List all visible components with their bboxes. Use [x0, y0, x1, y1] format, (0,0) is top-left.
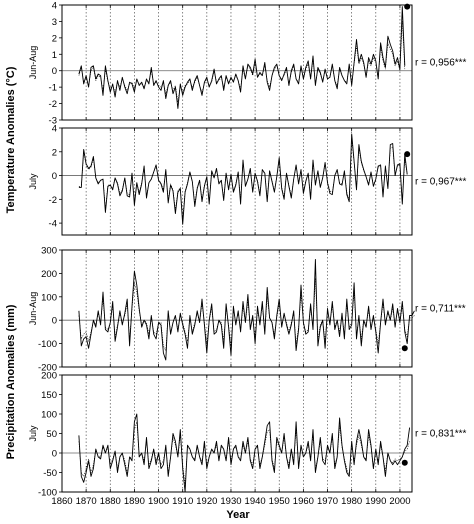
plot-frame — [61, 127, 413, 236]
chart-panel-1: -3 -2 -1 0 1 2 3 4 Jun-Aug r = 0,956*** — [28, 1, 467, 127]
y-tick-label: -2 — [49, 195, 57, 206]
reconstructed-series-line — [78, 21, 406, 103]
observed-series-line — [78, 6, 406, 109]
chart-panel-3: -200 -100 0 100 200 300 Jun-Aug r = 0,711*** — [28, 246, 466, 374]
temperature-ylabel: Temperature Anomalies (°C) — [5, 66, 17, 213]
correlation-label: r = 0,711*** — [415, 304, 466, 315]
y-tick-label: -50 — [43, 468, 57, 479]
highlight-point-2003 — [404, 151, 411, 158]
x-tick-label: 1890 — [124, 496, 145, 507]
x-tick-label: 1860 — [51, 496, 72, 507]
y-tick-label: -3 — [49, 116, 57, 127]
y-tick-label: 300 — [41, 246, 57, 257]
correlation-label: r = 0,967*** — [415, 177, 467, 188]
highlight-point-2003 — [401, 345, 408, 352]
y-tick-label: 3 — [52, 17, 57, 28]
y-tick-label: -200 — [38, 363, 57, 374]
y-tick-label: 50 — [46, 429, 57, 440]
observed-series-line — [78, 133, 408, 225]
y-tick-label: 2 — [52, 147, 57, 158]
plot-frame — [61, 4, 413, 121]
x-tick-label: 1940 — [245, 496, 266, 507]
y-tick-label: -2 — [49, 99, 57, 110]
y-tick-label: 0 — [52, 316, 57, 327]
panel-label: July — [28, 173, 38, 190]
y-tick-label: 4 — [52, 124, 57, 135]
x-axis-label: Year — [226, 509, 250, 521]
x-tick-label: 1930 — [220, 496, 241, 507]
x-tick-label: 1960 — [293, 496, 314, 507]
y-tick-label: 100 — [41, 410, 57, 421]
chart-panel-2: -4 -2 0 2 4 July r = 0,967*** — [28, 124, 467, 236]
y-tick-label: -4 — [49, 219, 57, 230]
correlation-label: r = 0,831*** — [415, 429, 467, 440]
x-tick-label: 1880 — [100, 496, 121, 507]
x-tick-label: 1900 — [148, 496, 169, 507]
panel-label: Jun-Aug — [28, 292, 38, 326]
reconstructed-series-line — [78, 421, 410, 485]
y-tick-label: -1 — [49, 83, 57, 94]
y-tick-label: 150 — [41, 390, 57, 401]
y-tick-label: 1 — [52, 50, 57, 61]
correlation-label: r = 0,956*** — [415, 58, 467, 69]
y-tick-label: 0 — [52, 171, 57, 182]
plot-frame — [61, 249, 413, 368]
y-tick-label: 4 — [52, 1, 57, 12]
observed-series-line — [78, 258, 415, 361]
reconstructed-series-line — [78, 138, 408, 219]
x-tick-label: 1970 — [317, 496, 338, 507]
y-tick-label: 100 — [41, 292, 57, 303]
panel-label: July — [28, 425, 38, 442]
precipitation-ylabel: Precipitation Anomalies (mm) — [5, 304, 17, 459]
reconstructed-series-line — [78, 277, 415, 351]
y-tick-label: 0 — [52, 66, 57, 77]
x-tick-label: 1920 — [196, 496, 217, 507]
observed-series-line — [78, 413, 411, 493]
x-tick-label: 1870 — [76, 496, 97, 507]
x-tick-label: 1990 — [365, 496, 386, 507]
y-tick-label: 0 — [52, 449, 57, 460]
panel-label: Jun-Aug — [28, 46, 38, 80]
x-tick-label: 1980 — [341, 496, 362, 507]
x-tick-label: 1950 — [269, 496, 290, 507]
y-tick-label: -100 — [38, 339, 57, 350]
highlight-point-2003 — [401, 459, 408, 466]
y-tick-label: 2 — [52, 33, 57, 44]
x-tick-label: 1910 — [172, 496, 193, 507]
y-tick-label: -100 — [38, 488, 57, 499]
y-tick-label: 200 — [41, 269, 57, 280]
y-tick-label: 200 — [41, 371, 57, 382]
x-tick-label: 2000 — [389, 496, 410, 507]
